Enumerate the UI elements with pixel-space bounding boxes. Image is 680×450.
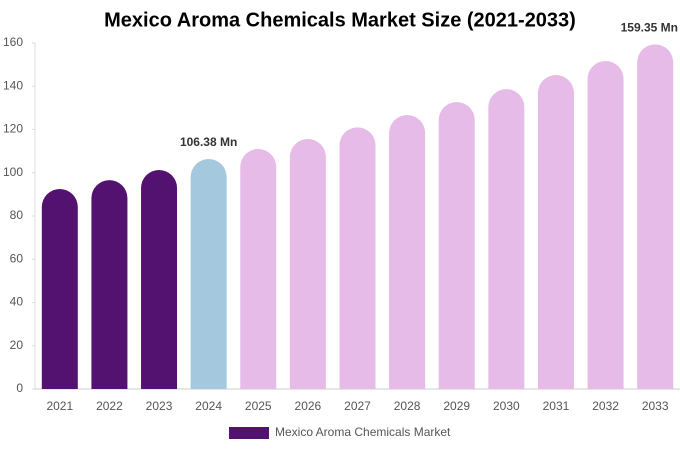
x-tick-label: 2030 xyxy=(493,399,520,413)
x-tick-label: 2024 xyxy=(195,399,222,413)
bar xyxy=(637,44,674,389)
value-label: 159.35 Mn xyxy=(621,21,678,35)
bar xyxy=(289,139,326,389)
y-tick-label: 20 xyxy=(10,338,24,352)
bar xyxy=(339,127,376,390)
bar xyxy=(587,60,624,389)
bar xyxy=(389,115,426,390)
legend-swatch xyxy=(229,427,269,439)
value-label: 106.38 Mn xyxy=(180,135,237,149)
bar xyxy=(141,169,178,389)
x-tick-label: 2021 xyxy=(46,399,73,413)
x-tick-label: 2026 xyxy=(295,399,322,413)
y-tick-label: 120 xyxy=(3,122,23,136)
x-tick-label: 2025 xyxy=(245,399,272,413)
x-tick-label: 2029 xyxy=(443,399,470,413)
y-tick-label: 40 xyxy=(10,295,24,309)
y-tick-label: 160 xyxy=(3,35,23,49)
y-tick-label: 80 xyxy=(10,208,24,222)
x-tick-label: 2028 xyxy=(394,399,421,413)
bar xyxy=(537,75,574,389)
x-tick-label: 2031 xyxy=(543,399,570,413)
bar xyxy=(41,188,78,389)
y-tick-label: 140 xyxy=(3,78,23,92)
x-tick-label: 2033 xyxy=(642,399,669,413)
x-tick-label: 2032 xyxy=(592,399,619,413)
x-tick-label: 2023 xyxy=(146,399,173,413)
bar xyxy=(240,148,277,389)
bar xyxy=(91,180,128,389)
x-tick-label: 2027 xyxy=(344,399,371,413)
bar xyxy=(488,89,525,389)
bar xyxy=(190,158,227,389)
y-tick-label: 0 xyxy=(16,381,23,395)
y-tick-label: 100 xyxy=(3,165,23,179)
y-tick-label: 60 xyxy=(10,251,24,265)
bar xyxy=(438,102,475,389)
legend-label: Mexico Aroma Chemicals Market xyxy=(275,425,451,439)
chart-title: Mexico Aroma Chemicals Market Size (2021… xyxy=(104,9,576,31)
x-tick-label: 2022 xyxy=(96,399,123,413)
